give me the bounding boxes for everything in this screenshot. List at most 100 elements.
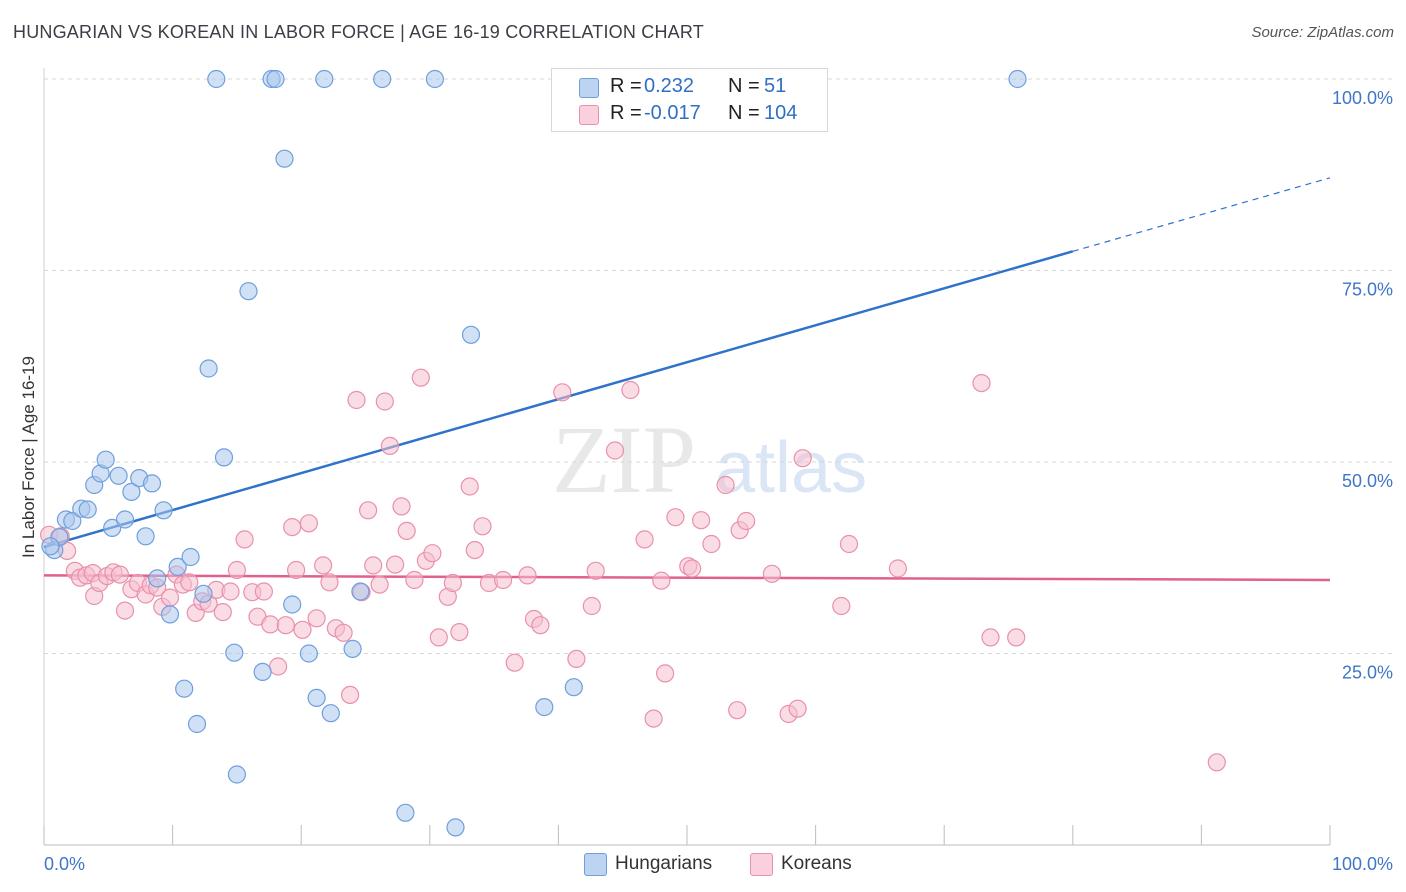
korean-point <box>370 575 389 594</box>
korean-point <box>832 596 851 616</box>
hungarian-point <box>136 527 155 546</box>
korean-point <box>405 570 424 590</box>
korean-point <box>644 709 663 728</box>
korean-point <box>293 620 312 639</box>
korean-point <box>227 560 246 580</box>
hungarian-point <box>148 569 167 588</box>
hungarian-point <box>181 547 200 567</box>
hungarian-point <box>253 662 272 682</box>
korean-point <box>981 628 1000 647</box>
hungarian-point <box>343 639 362 659</box>
hungarian-point <box>194 584 213 603</box>
korean-point <box>160 588 180 607</box>
legend-swatch-hungarians <box>579 78 599 98</box>
hungarian-point <box>142 474 162 493</box>
korean-point <box>582 596 601 616</box>
hungarian-point <box>396 803 415 822</box>
y-tick-label: 75.0% <box>1342 280 1393 300</box>
korean-point <box>473 517 492 536</box>
korean-point <box>347 390 366 410</box>
korean-point <box>314 556 333 575</box>
korean-point <box>691 511 711 530</box>
hungarian-point <box>175 679 194 698</box>
legend-n-value: 104 <box>764 102 798 124</box>
korean-point <box>411 368 430 387</box>
x-tick-label-max: 100.0% <box>1332 854 1393 874</box>
korean-point <box>518 566 537 585</box>
data-points <box>39 69 1226 837</box>
korean-point <box>287 560 306 580</box>
korean-point <box>788 699 807 718</box>
hungarian-point <box>122 482 141 501</box>
trend-extension-hungarians <box>1072 177 1331 252</box>
korean-point <box>375 392 394 411</box>
korean-point <box>110 565 130 584</box>
korean-point <box>888 559 908 578</box>
korean-point <box>605 441 625 460</box>
legend-n-label: N = <box>728 75 760 97</box>
korean-point <box>567 649 586 669</box>
hungarian-point <box>187 714 207 734</box>
y-tick-label: 100.0% <box>1332 88 1393 108</box>
korean-point <box>465 540 484 560</box>
korean-point <box>213 602 232 622</box>
korean-point <box>180 573 199 592</box>
hungarian-point <box>207 69 226 89</box>
korean-point <box>762 564 782 583</box>
hungarian-point <box>373 69 392 89</box>
trend-lines <box>43 177 1331 582</box>
hungarian-point <box>96 450 115 469</box>
hungarian-point <box>315 69 334 89</box>
korean-point <box>1207 753 1226 772</box>
hungarian-point <box>109 466 128 485</box>
hungarian-point <box>199 359 218 378</box>
korean-point <box>443 573 462 593</box>
korean-point <box>666 508 685 527</box>
hungarian-point <box>63 511 82 531</box>
legend-r-value: -0.017 <box>644 102 701 124</box>
y-tick-label: 50.0% <box>1342 471 1393 491</box>
korean-point <box>221 582 240 601</box>
korean-point <box>972 374 991 393</box>
korean-point <box>359 501 378 520</box>
korean-point <box>269 657 288 676</box>
korean-point <box>364 556 383 575</box>
hungarian-point <box>446 818 465 837</box>
series-label-koreans: Koreans <box>781 853 852 874</box>
watermark-atlas: atlas <box>715 428 867 508</box>
trend-line-koreans <box>43 574 1331 582</box>
korean-point <box>386 555 405 574</box>
korean-point <box>341 685 360 705</box>
korean-point <box>276 616 295 635</box>
korean-point <box>621 380 640 400</box>
korean-point <box>334 623 353 642</box>
hungarian-point <box>425 69 444 89</box>
gridlines <box>44 78 1392 654</box>
hungarian-point <box>41 537 60 556</box>
korean-point <box>716 475 735 495</box>
hungarian-point <box>154 501 173 520</box>
korean-point <box>380 436 399 455</box>
korean-point <box>397 521 416 541</box>
legend-n-value: 51 <box>764 75 787 97</box>
korean-point <box>299 514 318 533</box>
series-label-hungarians: Hungarians <box>615 853 713 874</box>
korean-point <box>655 664 675 683</box>
korean-point <box>793 449 812 468</box>
korean-point <box>283 517 302 537</box>
series-swatch-koreans <box>750 853 773 876</box>
chart-title: HUNGARIAN VS KOREAN IN LABOR FORCE | AGE… <box>13 22 704 42</box>
korean-point <box>392 497 411 516</box>
hungarian-point <box>214 448 234 467</box>
korean-point <box>307 609 326 628</box>
hungarian-point <box>321 704 340 723</box>
korean-point <box>115 601 135 620</box>
hungarian-point <box>299 644 318 663</box>
korean-point <box>235 530 254 549</box>
hungarian-point <box>115 510 135 529</box>
korean-point <box>505 653 524 672</box>
legend-row-koreans: R = -0.017 N = 104 <box>552 102 827 128</box>
legend-n-label: N = <box>728 102 760 124</box>
y-tick-label: 25.0% <box>1342 663 1393 683</box>
